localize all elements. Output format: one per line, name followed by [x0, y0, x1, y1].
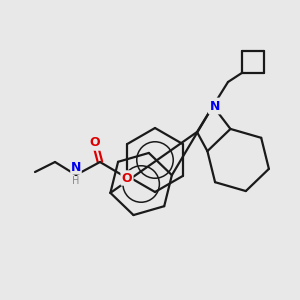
Text: O: O [122, 172, 132, 184]
Text: N: N [71, 161, 81, 174]
Text: H: H [72, 176, 80, 186]
Text: N: N [210, 100, 220, 112]
Text: O: O [90, 136, 100, 149]
